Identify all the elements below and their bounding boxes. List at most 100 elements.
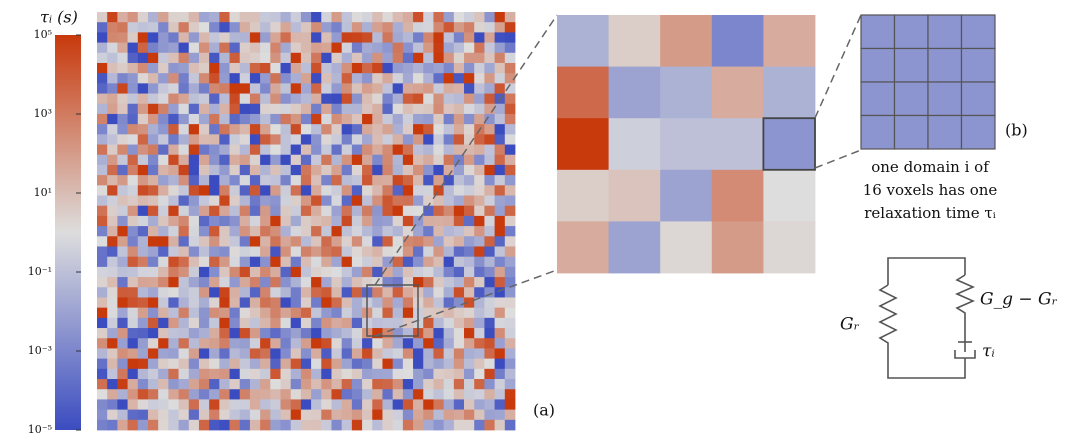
heatmap-cell: [127, 185, 139, 196]
heatmap-cell: [107, 317, 118, 329]
heatmap-cell: [402, 409, 414, 421]
heatmap-cell: [474, 307, 485, 319]
heatmap-cell: [464, 277, 475, 288]
heatmap-cell: [229, 62, 241, 74]
heatmap-cell: [504, 144, 516, 156]
heatmap-cell: [229, 154, 241, 166]
heatmap-cell: [474, 134, 485, 145]
heatmap-cell: [494, 409, 506, 421]
heatmap-cell: [178, 379, 190, 390]
heatmap-cell: [413, 226, 424, 237]
heatmap-cell: [249, 368, 261, 380]
heatmap-cell: [158, 205, 169, 217]
heatmap-cell: [402, 22, 414, 33]
heatmap-cell: [351, 277, 363, 288]
heatmap-cell: [229, 195, 241, 207]
heatmap-cell: [341, 338, 353, 349]
heatmap-cell: [362, 154, 373, 166]
heatmap-cell: [97, 164, 108, 176]
heatmap-cell: [321, 103, 332, 115]
heatmap-cell: [219, 419, 230, 431]
heatmap-cell: [147, 368, 159, 380]
heatmap-cell: [392, 185, 404, 196]
heatmap-cell: [280, 73, 292, 84]
heatmap-cell: [311, 205, 322, 217]
heatmap-cell: [178, 236, 190, 247]
heatmap-cell: [351, 164, 363, 176]
heatmap-cell: [147, 338, 159, 349]
heatmap-cell: [107, 307, 118, 319]
heatmap-cell: [137, 379, 149, 390]
heatmap-cell: [362, 266, 373, 278]
heatmap-cell: [178, 368, 190, 380]
heatmap-cell: [392, 12, 404, 23]
heatmap-cell: [229, 317, 241, 329]
heatmap-cell: [198, 52, 210, 64]
heatmap-cell: [453, 399, 465, 411]
heatmap-cell: [382, 287, 394, 298]
heatmap-cell: [137, 307, 149, 319]
heatmap-cell: [504, 226, 516, 237]
heatmap-cell: [443, 62, 455, 74]
heatmap-cell: [137, 317, 149, 329]
heatmap-cell: [249, 317, 261, 329]
heatmap-cell: [168, 62, 179, 74]
heatmap-cell: [484, 12, 496, 23]
heatmap-cell: [433, 358, 445, 370]
heatmap-cell: [249, 389, 261, 400]
panel-label: (a): [533, 401, 555, 420]
heatmap-cell: [290, 389, 302, 400]
heatmap-cell: [300, 42, 312, 54]
heatmap-cell: [443, 409, 455, 421]
heatmap-cell: [107, 379, 118, 390]
heatmap-cell: [504, 317, 516, 329]
heatmap-cell: [260, 256, 271, 268]
heatmap-cell: [382, 73, 394, 84]
heatmap-cell: [331, 409, 343, 421]
heatmap-cell: [270, 236, 281, 247]
heatmap-cell: [290, 205, 302, 217]
heatmap-cell: [341, 317, 353, 329]
heatmap-cell: [158, 124, 169, 135]
heatmap-cell: [107, 185, 118, 196]
heatmap-cell: [147, 358, 159, 370]
heatmap-cell: [402, 368, 414, 380]
heatmap-cell: [331, 164, 343, 176]
heatmap-cell: [219, 144, 230, 156]
heatmap: [97, 12, 516, 431]
heatmap-cell: [311, 246, 322, 258]
heatmap-cell: [290, 42, 302, 54]
heatmap-cell: [188, 368, 200, 380]
zoom-cell: [608, 169, 661, 222]
heatmap-cell: [402, 328, 414, 339]
heatmap-cell: [453, 348, 465, 360]
heatmap-cell: [464, 93, 475, 105]
heatmap-cell: [484, 52, 496, 64]
heatmap-cell: [239, 368, 251, 380]
heatmap-cell: [178, 12, 190, 23]
heatmap-cell: [127, 73, 139, 84]
heatmap-cell: [402, 12, 414, 23]
heatmap-cell: [484, 419, 496, 431]
heatmap-cell: [127, 266, 139, 278]
heatmap-cell: [107, 175, 118, 186]
heatmap-cell: [402, 307, 414, 319]
heatmap-cell: [351, 317, 363, 329]
heatmap-cell: [321, 195, 332, 207]
heatmap-cell: [249, 205, 261, 217]
heatmap-cell: [137, 389, 149, 400]
heatmap-cell: [260, 103, 271, 115]
heatmap-cell: [433, 409, 445, 421]
heatmap-cell: [382, 338, 394, 349]
heatmap-cell: [382, 144, 394, 156]
heatmap-cell: [239, 12, 251, 23]
heatmap-cell: [300, 113, 312, 125]
heatmap-cell: [290, 73, 302, 84]
heatmap-cell: [107, 277, 118, 288]
caption: one domain i of: [871, 158, 990, 176]
heatmap-cell: [117, 368, 128, 380]
zoom-cell: [711, 66, 764, 119]
heatmap-cell: [147, 52, 159, 64]
heatmap-cell: [464, 317, 475, 329]
heatmap-cell: [117, 338, 128, 349]
